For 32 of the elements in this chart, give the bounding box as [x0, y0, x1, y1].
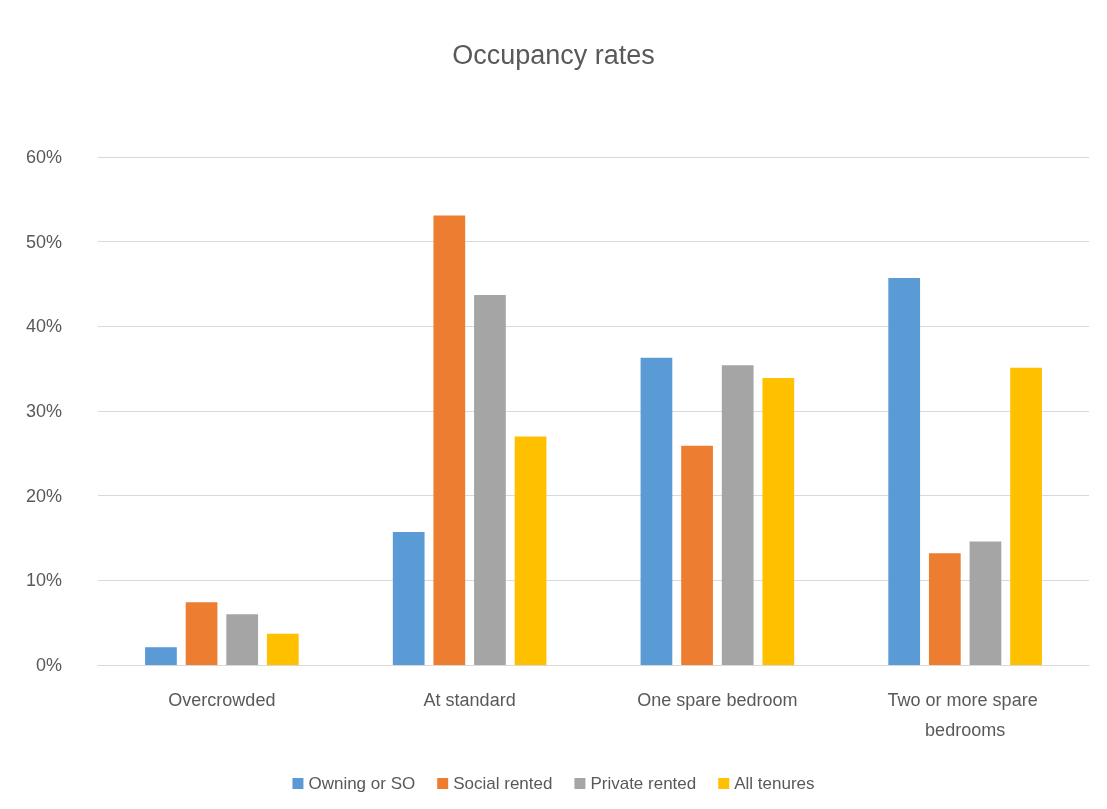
bar — [433, 215, 466, 665]
bar — [185, 602, 218, 665]
bar — [762, 377, 795, 665]
y-tick-label: 20% — [25, 485, 62, 506]
bar — [1010, 367, 1042, 665]
bar — [888, 278, 921, 665]
bar — [474, 295, 506, 665]
x-tick-label: One spare bedroom — [637, 690, 798, 710]
y-tick-label: 30% — [25, 401, 62, 421]
x-tick-label: At standard — [423, 690, 516, 710]
bar — [514, 436, 547, 665]
bar — [266, 633, 299, 665]
y-tick-label: 10% — [25, 570, 62, 591]
y-tick-label: 50% — [25, 231, 62, 252]
bar — [681, 445, 713, 665]
legend-label: Private rented — [590, 774, 697, 793]
chart-title: Occupancy rates — [452, 39, 655, 70]
bar — [226, 614, 259, 665]
bar — [640, 357, 673, 665]
x-tick-label: Overcrowded — [168, 690, 276, 710]
bar — [928, 553, 961, 665]
y-tick-label: 40% — [25, 316, 62, 337]
legend-label: All tenures — [734, 774, 815, 793]
x-tick-label: Two or more spare bedrooms — [887, 690, 1043, 740]
bar — [145, 647, 177, 665]
y-tick-label: 0% — [35, 655, 62, 675]
legend-label: Owning or SO — [308, 774, 416, 793]
bar — [392, 532, 425, 665]
y-tick-label: 60% — [25, 147, 62, 167]
legend-label: Social rented — [453, 774, 553, 793]
bar — [721, 365, 754, 665]
bar — [969, 541, 1002, 665]
